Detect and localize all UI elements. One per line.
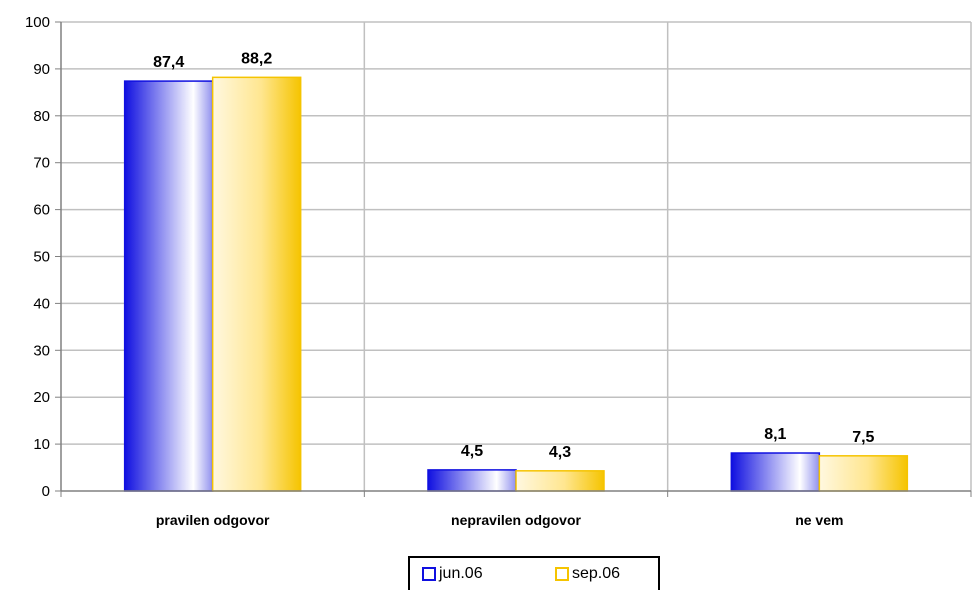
ytick-label: 90 [33,61,50,78]
bar-sep06-2 [818,455,909,492]
axes [55,21,972,497]
ytick-label: 60 [33,202,50,219]
legend-item-sep06: sep.06 [555,565,620,583]
legend-item-jun06: jun.06 [422,565,483,583]
category-label: pravilen odgovor [156,512,270,528]
data-label: 8,1 [764,426,786,443]
bar-jun06-0 [123,80,214,492]
ytick-label: 100 [25,14,50,31]
bar-jun06-1 [427,469,517,492]
labels: 0 10 20 30 40 50 60 70 80 90 100 87,4 88,2 pravilen o… [25,14,875,528]
ytick-label: 50 [33,249,50,266]
category-label: nepravilen odgovor [451,512,581,528]
ytick-label: 40 [33,295,50,312]
data-label: 88,2 [241,50,272,67]
bar-sep06-0 [211,76,302,492]
ytick-label: 10 [33,436,50,453]
bar-sep06-1 [515,470,605,492]
data-label: 4,5 [461,443,483,460]
legend-swatch-sep06 [555,567,569,581]
category-label: ne vem [795,512,843,528]
legend: jun.06 sep.06 [408,556,660,590]
data-label: 4,3 [549,444,571,461]
ytick-label: 30 [33,342,50,359]
data-label: 87,4 [153,54,184,71]
ytick-label: 20 [33,389,50,406]
bar-jun06-2 [730,452,821,492]
legend-label-sep06: sep.06 [572,565,621,582]
bars [123,76,909,492]
ytick-label: 0 [42,483,50,500]
legend-label-jun06: jun.06 [439,565,483,582]
ytick-label: 70 [33,155,50,172]
legend-swatch-jun06 [422,567,436,581]
ytick-label: 80 [33,108,50,125]
data-label: 7,5 [852,429,874,446]
